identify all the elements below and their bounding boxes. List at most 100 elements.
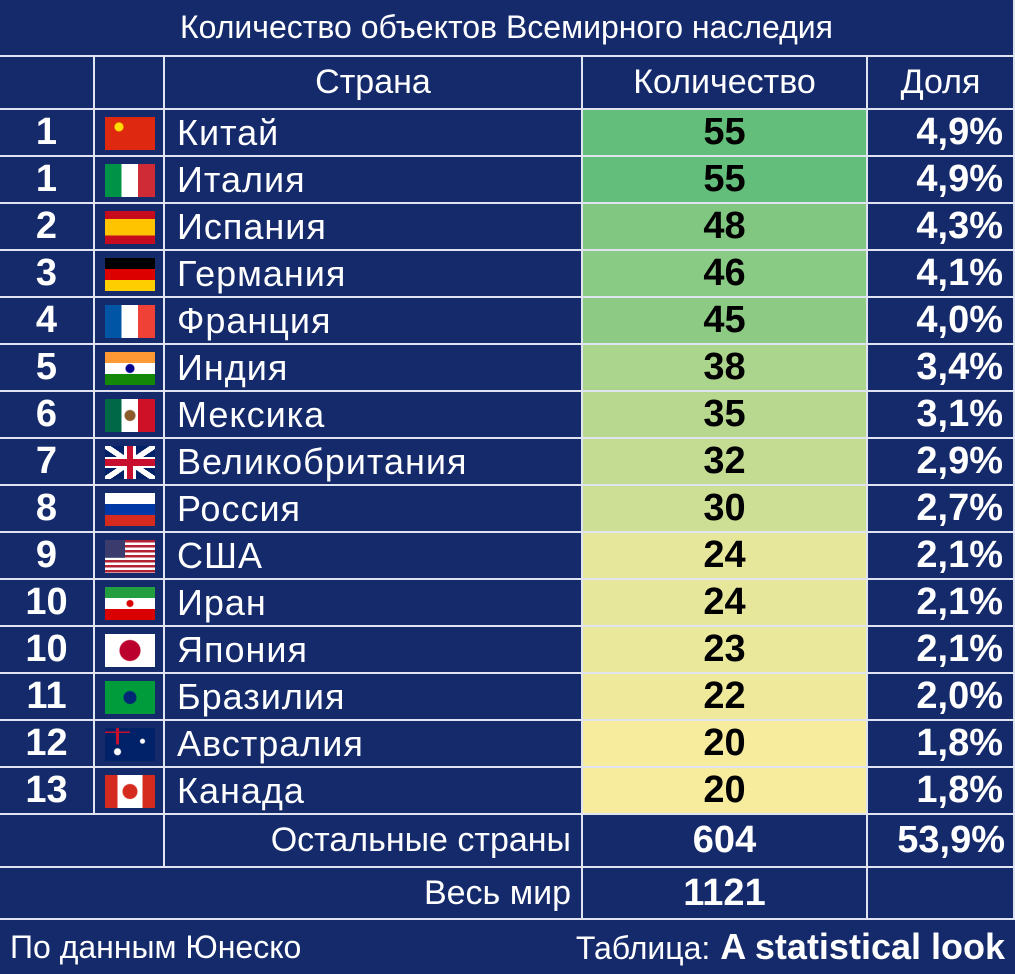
footer-credit: Таблица: A statistical look (576, 926, 1005, 968)
title: Количество объектов Всемирного наследия (0, 0, 1015, 57)
flag-cell (95, 768, 165, 815)
rank: 7 (0, 439, 95, 486)
flag (105, 399, 155, 432)
rank: 1 (0, 157, 95, 204)
share: 2,1% (868, 627, 1015, 674)
flag-cell (95, 439, 165, 486)
share: 2,0% (868, 674, 1015, 721)
count: 38 (583, 345, 868, 392)
flag-cell (95, 627, 165, 674)
others-share: 53,9% (868, 815, 1015, 868)
share: 2,9% (868, 439, 1015, 486)
flag (105, 117, 155, 150)
flag (105, 728, 155, 761)
country: Франция (165, 298, 583, 345)
count: 45 (583, 298, 868, 345)
flag (105, 164, 155, 197)
country: Индия (165, 345, 583, 392)
flag (105, 681, 155, 714)
country: Канада (165, 768, 583, 815)
flag-cell (95, 204, 165, 251)
count: 35 (583, 392, 868, 439)
total-count: 1121 (583, 868, 868, 920)
flag-cell (95, 298, 165, 345)
count: 46 (583, 251, 868, 298)
rank: 12 (0, 721, 95, 768)
country: Германия (165, 251, 583, 298)
country: Россия (165, 486, 583, 533)
count: 23 (583, 627, 868, 674)
rank: 8 (0, 486, 95, 533)
share: 4,3% (868, 204, 1015, 251)
flag (105, 587, 155, 620)
share: 2,1% (868, 580, 1015, 627)
share: 3,4% (868, 345, 1015, 392)
count: 55 (583, 157, 868, 204)
count: 22 (583, 674, 868, 721)
header-country: Страна (165, 57, 583, 110)
share: 3,1% (868, 392, 1015, 439)
flag (105, 352, 155, 385)
country: Бразилия (165, 674, 583, 721)
rank: 1 (0, 110, 95, 157)
header-share: Доля (868, 57, 1015, 110)
footer-text: A statistical look (720, 926, 1005, 967)
share: 4,0% (868, 298, 1015, 345)
others-label: Остальные страны (105, 815, 583, 868)
country: Испания (165, 204, 583, 251)
flag (105, 493, 155, 526)
flag (105, 305, 155, 338)
footer: По данным Юнеско Таблица: A statistical lo… (0, 920, 1015, 974)
flag-cell (95, 674, 165, 721)
header-flag (95, 57, 165, 110)
count: 24 (583, 580, 868, 627)
count: 24 (583, 533, 868, 580)
count: 20 (583, 721, 868, 768)
rank: 11 (0, 674, 95, 721)
rank: 9 (0, 533, 95, 580)
footer-text: По данным Юнеско (10, 928, 302, 965)
flag-cell (95, 251, 165, 298)
flag (105, 446, 155, 479)
share: 4,9% (868, 157, 1015, 204)
rank: 6 (0, 392, 95, 439)
footer-text: Таблица: (575, 930, 711, 966)
flag (105, 634, 155, 667)
country: Мексика (165, 392, 583, 439)
country: Австралия (165, 721, 583, 768)
share: 2,7% (868, 486, 1015, 533)
count: 55 (583, 110, 868, 157)
rank: 3 (0, 251, 95, 298)
total-label: Весь мир (0, 868, 583, 920)
flag-cell (95, 721, 165, 768)
header-rank (0, 57, 95, 110)
flag-cell (95, 157, 165, 204)
count: 30 (583, 486, 868, 533)
flag-cell (95, 392, 165, 439)
flag-cell (95, 345, 165, 392)
share: 2,1% (868, 533, 1015, 580)
flag-cell (95, 110, 165, 157)
share: 1,8% (868, 721, 1015, 768)
rank: 5 (0, 345, 95, 392)
rank: 10 (0, 580, 95, 627)
country: США (165, 533, 583, 580)
others-count: 604 (583, 815, 868, 868)
country: Китай (165, 110, 583, 157)
flag-cell (95, 486, 165, 533)
flag (105, 258, 155, 291)
flag-cell (95, 580, 165, 627)
rank: 13 (0, 768, 95, 815)
flag-cell (95, 533, 165, 580)
rank: 10 (0, 627, 95, 674)
flag (105, 775, 155, 808)
count: 20 (583, 768, 868, 815)
share: 1,8% (868, 768, 1015, 815)
share: 4,9% (868, 110, 1015, 157)
share: 4,1% (868, 251, 1015, 298)
total-share (868, 868, 1015, 920)
header-count: Количество (583, 57, 868, 110)
country: Великобритания (165, 439, 583, 486)
rank: 4 (0, 298, 95, 345)
